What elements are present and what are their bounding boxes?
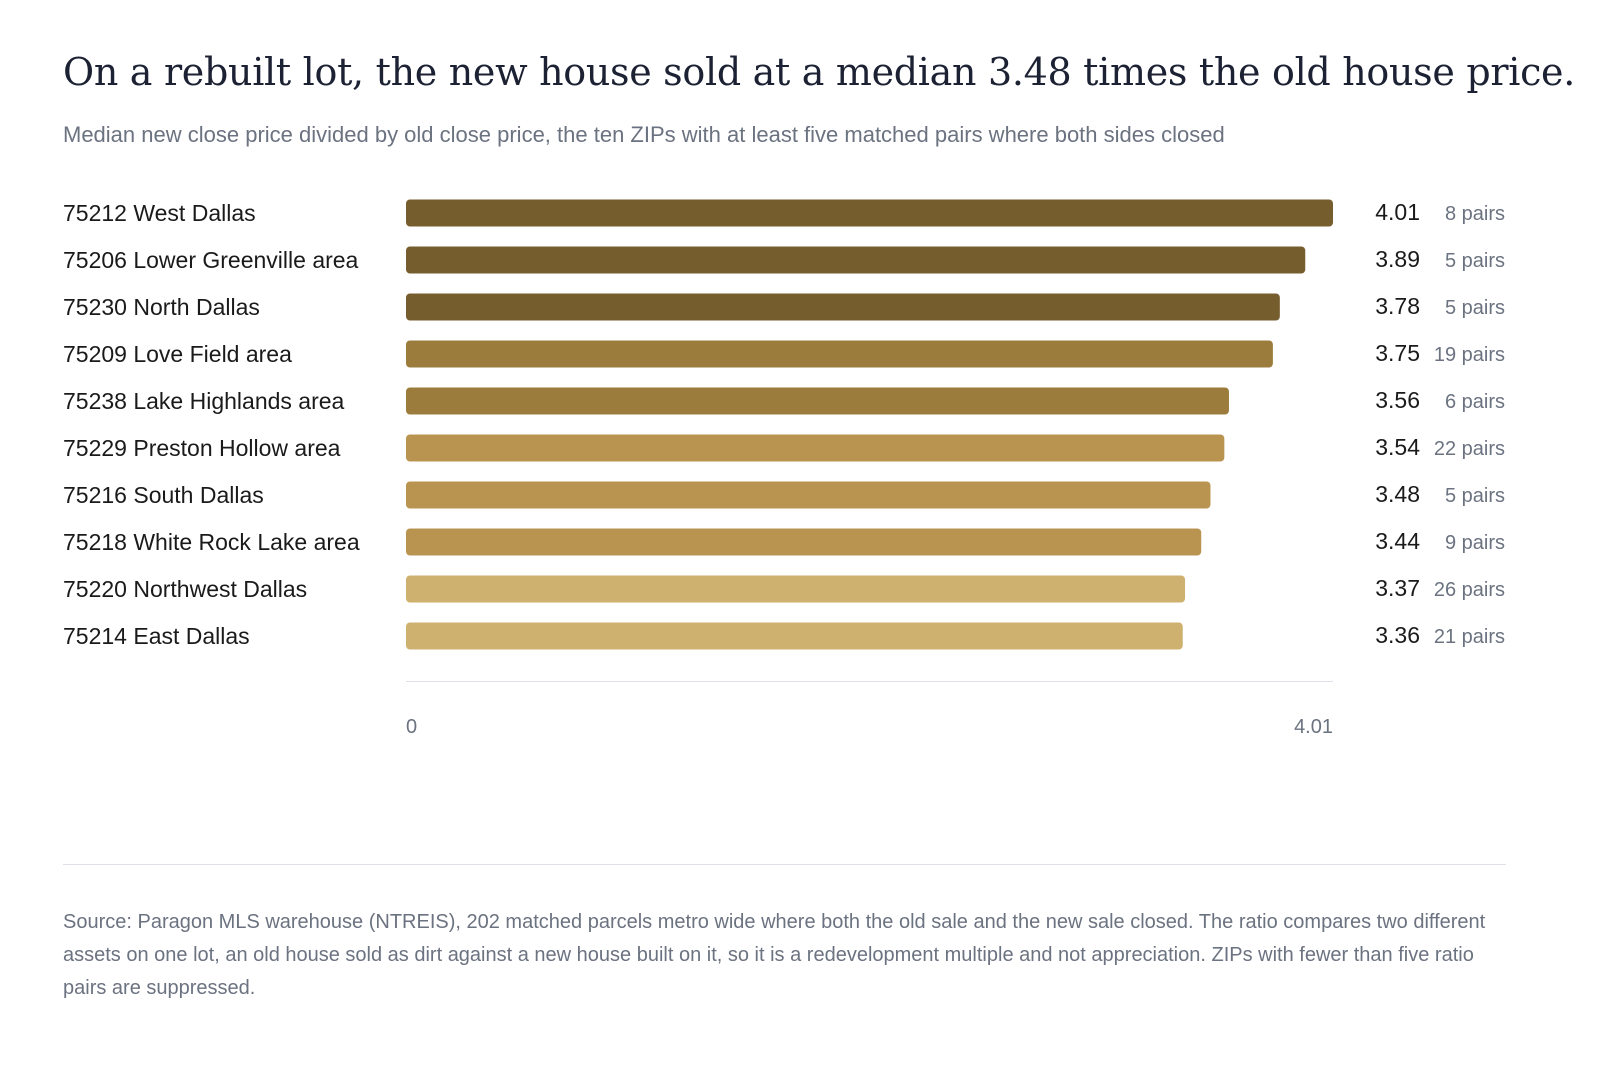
bar — [406, 575, 1186, 603]
bar — [406, 246, 1306, 274]
category-label: 75212 West Dallas — [63, 200, 256, 226]
value-label: 3.44 — [1375, 528, 1420, 554]
bar — [406, 434, 1225, 462]
bar — [406, 340, 1273, 368]
value-label: 3.54 — [1375, 434, 1420, 460]
category-label: 75220 Northwest Dallas — [63, 576, 307, 602]
category-label: 75216 South Dallas — [63, 482, 264, 508]
value-label: 3.78 — [1375, 293, 1420, 319]
source-note: Source: Paragon MLS warehouse (NTREIS), … — [63, 911, 1486, 999]
category-label: 75206 Lower Greenville area — [63, 247, 359, 273]
x-tick-label: 4.01 — [1294, 716, 1333, 738]
pair-count-label: 5 pairs — [1445, 297, 1505, 319]
value-label: 3.36 — [1375, 622, 1420, 648]
bar-chart: 75212 West Dallas 75206 Lower Greenville … — [63, 199, 1505, 738]
bar — [406, 199, 1333, 227]
pair-count-label: 9 pairs — [1445, 532, 1505, 554]
value-label: 3.56 — [1375, 387, 1420, 413]
category-label: 75238 Lake Highlands area — [63, 388, 345, 414]
chart-title: On a rebuilt lot, the new house sold at … — [63, 50, 1576, 94]
value-label: 3.89 — [1375, 246, 1420, 272]
value-label: 4.01 — [1375, 199, 1420, 225]
bars — [406, 199, 1333, 650]
bar — [406, 528, 1202, 556]
bar — [406, 622, 1183, 650]
bar — [406, 387, 1229, 415]
footer-divider — [63, 864, 1506, 865]
category-labels: 75212 West Dallas 75206 Lower Greenville … — [63, 200, 360, 649]
value-label: 3.37 — [1375, 575, 1420, 601]
value-label: 3.48 — [1375, 481, 1420, 507]
value-labels: 4.01 3.89 3.78 3.75 3.56 3.54 3.48 3.44 3.37 3.36 — [1375, 199, 1420, 648]
pair-count-label: 5 pairs — [1445, 250, 1505, 272]
x-axis: 0 4.01 — [406, 681, 1333, 738]
pair-count-label: 22 pairs — [1434, 438, 1505, 460]
pair-count-label: 21 pairs — [1434, 626, 1505, 648]
x-tick-label: 0 — [406, 716, 417, 738]
pair-count-label: 19 pairs — [1434, 344, 1505, 366]
category-label: 75230 North Dallas — [63, 294, 260, 320]
bar — [406, 293, 1280, 321]
category-label: 75214 East Dallas — [63, 623, 250, 649]
pair-count-label: 26 pairs — [1434, 579, 1505, 601]
pair-count-label: 5 pairs — [1445, 485, 1505, 507]
value-label: 3.75 — [1375, 340, 1420, 366]
pair-count-labels: 8 pairs 5 pairs 5 pairs 19 pairs 6 pairs 22 p… — [1434, 203, 1505, 648]
pair-count-label: 6 pairs — [1445, 391, 1505, 413]
chart-subtitle: Median new close price divided by old cl… — [63, 122, 1225, 147]
category-label: 75209 Love Field area — [63, 341, 292, 367]
category-label: 75229 Preston Hollow area — [63, 435, 341, 461]
bar — [406, 481, 1211, 509]
pair-count-label: 8 pairs — [1445, 203, 1505, 225]
category-label: 75218 White Rock Lake area — [63, 529, 360, 555]
